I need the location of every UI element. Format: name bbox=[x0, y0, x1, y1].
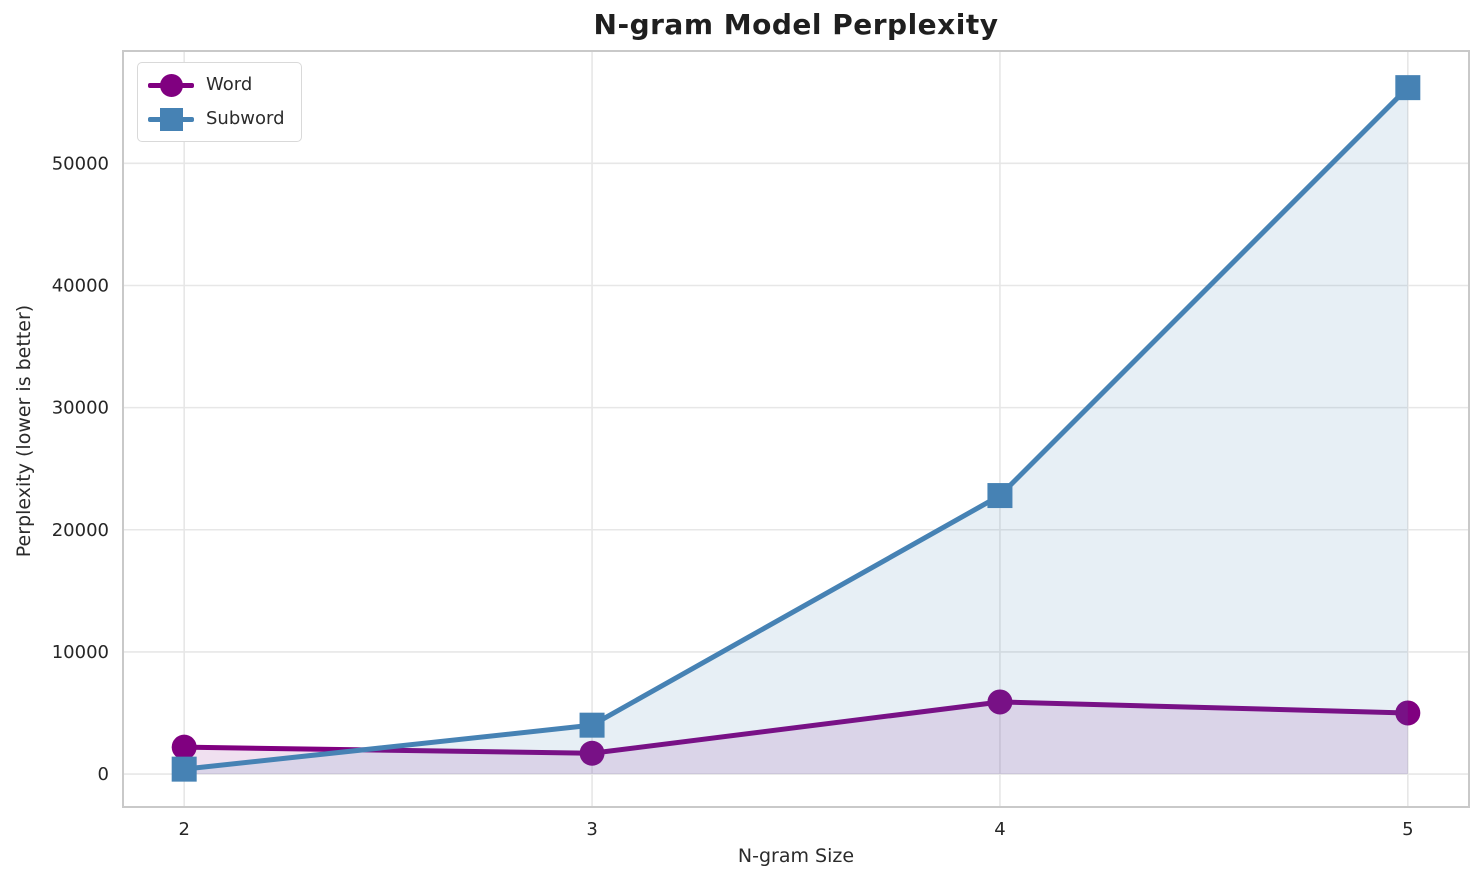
x-tick-label: 5 bbox=[1402, 819, 1413, 840]
data-point-word bbox=[171, 734, 197, 760]
chart-title: N-gram Model Perplexity bbox=[593, 8, 999, 41]
y-tick-label: 40000 bbox=[52, 275, 109, 296]
y-tick-label: 0 bbox=[98, 764, 109, 785]
data-point-subword bbox=[1395, 75, 1421, 101]
y-tick-label: 50000 bbox=[52, 153, 109, 174]
data-point-subword bbox=[579, 712, 605, 738]
subword-line-square-marker-icon bbox=[148, 106, 194, 132]
x-tick-label: 4 bbox=[994, 819, 1005, 840]
data-point-subword bbox=[171, 756, 197, 782]
series-area-word bbox=[184, 701, 1408, 775]
legend-item-word: Word bbox=[148, 71, 285, 99]
series-line-word bbox=[181, 699, 1411, 756]
legend-item-subword: Subword bbox=[148, 105, 285, 133]
data-point-word bbox=[1395, 700, 1421, 726]
word-line-circle-marker-icon bbox=[148, 72, 194, 98]
legend-label-subword: Subword bbox=[206, 108, 285, 129]
data-point-subword bbox=[987, 483, 1013, 509]
series-area-subword bbox=[184, 87, 1408, 775]
data-point-word bbox=[579, 740, 605, 766]
series-line-subword bbox=[181, 85, 1411, 772]
x-tick-label: 3 bbox=[586, 819, 597, 840]
y-tick-label: 10000 bbox=[52, 642, 109, 663]
y-tick-label: 30000 bbox=[52, 398, 109, 419]
y-tick-label: 20000 bbox=[52, 520, 109, 541]
x-axis-label: N-gram Size bbox=[737, 845, 855, 867]
legend: Word Subword bbox=[137, 62, 302, 142]
x-tick-label: 2 bbox=[178, 819, 189, 840]
data-point-word bbox=[987, 689, 1013, 715]
legend-label-word: Word bbox=[206, 74, 253, 95]
plot-border bbox=[122, 50, 1470, 808]
